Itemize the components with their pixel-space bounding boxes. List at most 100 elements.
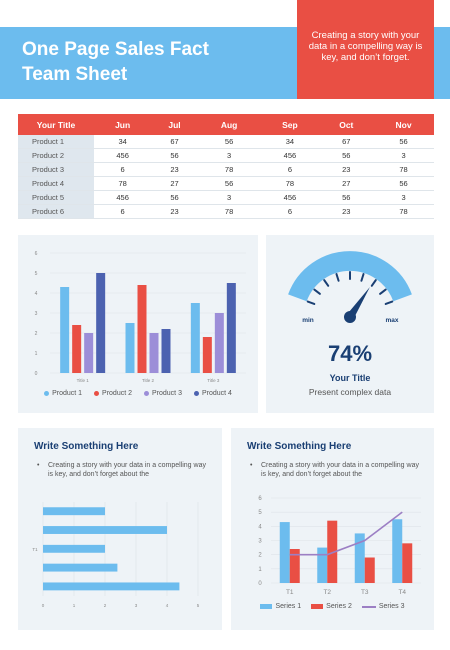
bar <box>60 287 70 373</box>
table-cell: 78 <box>373 162 434 177</box>
table-cell: 34 <box>94 135 152 149</box>
column-header: Sep <box>260 114 320 135</box>
x-tick-label: T3 <box>361 589 369 596</box>
bar <box>125 323 135 373</box>
bar <box>190 303 200 373</box>
y-tick-label: 3 <box>35 311 38 317</box>
bar <box>317 547 328 583</box>
bar <box>364 557 375 583</box>
gauge-dial: min max <box>288 251 412 324</box>
row-label: Product 5 <box>18 190 94 205</box>
table-row: Product 3 6 23 78 6 23 78 <box>18 162 434 177</box>
gauge-needle <box>346 287 370 320</box>
bar <box>43 526 167 534</box>
y-tick-label: 6 <box>258 496 262 502</box>
legend-item: Product 3 <box>144 390 182 397</box>
legend-item: Product 2 <box>94 390 132 397</box>
y-tick-label: 4 <box>35 291 38 297</box>
gauge-tick <box>360 273 365 282</box>
y-tick-label: 4 <box>258 524 262 530</box>
y-tick-label: 1 <box>35 351 38 357</box>
x-tick-label: 3 <box>135 603 138 608</box>
table-cell: 456 <box>94 148 152 163</box>
bar <box>354 533 365 583</box>
y-tick-label: 3 <box>258 539 262 545</box>
row-label: Product 3 <box>18 162 94 177</box>
row-label: Product 4 <box>18 176 94 191</box>
gauge-tick <box>313 288 321 295</box>
bar <box>226 283 236 373</box>
row-label: Product 6 <box>18 204 94 219</box>
bar <box>202 337 212 373</box>
legend-item: Series 3 <box>361 603 405 610</box>
horizontal-bar-panel: Write Something Here • Creating a story w… <box>18 428 222 630</box>
y-tick-label: 1 <box>258 567 262 573</box>
gauge-tick <box>306 300 316 305</box>
tagline-box: Creating a story with your data in a com… <box>297 0 434 99</box>
gauge-hub <box>344 311 356 323</box>
x-tick-label: 5 <box>197 603 200 608</box>
gauge-tick <box>379 288 387 295</box>
table-cell: 27 <box>319 176 374 191</box>
table-cell: 67 <box>151 135 198 149</box>
x-tick-label: T2 <box>323 589 331 596</box>
table-cell: 56 <box>319 190 374 205</box>
y-tick-label: 5 <box>35 271 38 277</box>
table-cell: 67 <box>319 135 374 149</box>
table-cell: 23 <box>151 162 198 177</box>
bullet-dot: • <box>37 462 40 469</box>
page-title: One Page Sales Fact Team Sheet <box>22 37 282 87</box>
legend-label: Product 2 <box>102 390 132 397</box>
gauge-panel: min max 74% Your Title Present complex da… <box>266 235 434 413</box>
table-cell: 34 <box>260 135 320 149</box>
section-heading: Write Something Here <box>34 441 139 452</box>
gauge-tick <box>384 300 394 305</box>
bar <box>43 582 180 591</box>
bar <box>279 522 290 583</box>
table-cell: 456 <box>260 190 320 205</box>
table-row: Product 4 78 27 56 78 27 56 <box>18 176 434 191</box>
column-header: Jul <box>151 114 198 135</box>
table-cell: 6 <box>94 204 152 219</box>
gauge-tick <box>335 273 340 282</box>
legend-label: Product 4 <box>201 390 232 397</box>
bar <box>392 519 403 583</box>
gauge-tick <box>323 279 330 287</box>
y-category-label: T1 <box>32 547 38 552</box>
table-cell: 3 <box>197 148 261 163</box>
legend-label: Series 1 <box>275 603 302 610</box>
chart-legend: Series 1 Series 2 Series 3 <box>231 603 434 610</box>
legend-swatch <box>361 605 376 608</box>
x-tick-label: Title 1 <box>77 378 90 383</box>
tagline-text: Creating a story with your data in a com… <box>308 30 423 63</box>
table-cell: 3 <box>373 190 434 205</box>
bullet-text: Creating a story with your data in a com… <box>261 462 419 478</box>
y-tick-label: 2 <box>35 331 38 337</box>
table-cell: 56 <box>373 135 434 149</box>
column-header: Nov <box>373 114 434 135</box>
legend-item: Product 4 <box>193 390 232 397</box>
bar <box>96 273 106 373</box>
table-cell: 78 <box>197 162 261 177</box>
y-tick-label: 6 <box>35 251 38 257</box>
table-cell: 6 <box>260 204 320 219</box>
bar <box>161 329 171 373</box>
legend-label: Product 3 <box>152 390 182 397</box>
table-cell: 78 <box>373 204 434 219</box>
legend-swatch <box>260 604 273 609</box>
chart-legend: Product 1 Product 2 Product 3 Product 4 <box>18 390 258 397</box>
combo-chart: 0 1 2 3 4 5 6 T1 T2 T3 T4 <box>258 496 421 596</box>
legend-swatch <box>94 391 100 396</box>
x-tick-label: 0 <box>42 603 45 608</box>
table-row: Product 5 456 56 3 456 56 3 <box>18 190 434 205</box>
x-tick-label: 2 <box>104 603 107 608</box>
table-cell: 56 <box>373 176 434 191</box>
bar <box>137 285 147 373</box>
column-header: Your Title <box>18 114 94 135</box>
legend-item: Series 1 <box>260 603 301 610</box>
table-cell: 3 <box>197 190 261 205</box>
table-cell: 23 <box>151 204 198 219</box>
table-cell: 56 <box>197 176 261 191</box>
legend-item: Series 2 <box>311 603 352 610</box>
gauge-subtitle: Present complex data <box>308 387 392 397</box>
